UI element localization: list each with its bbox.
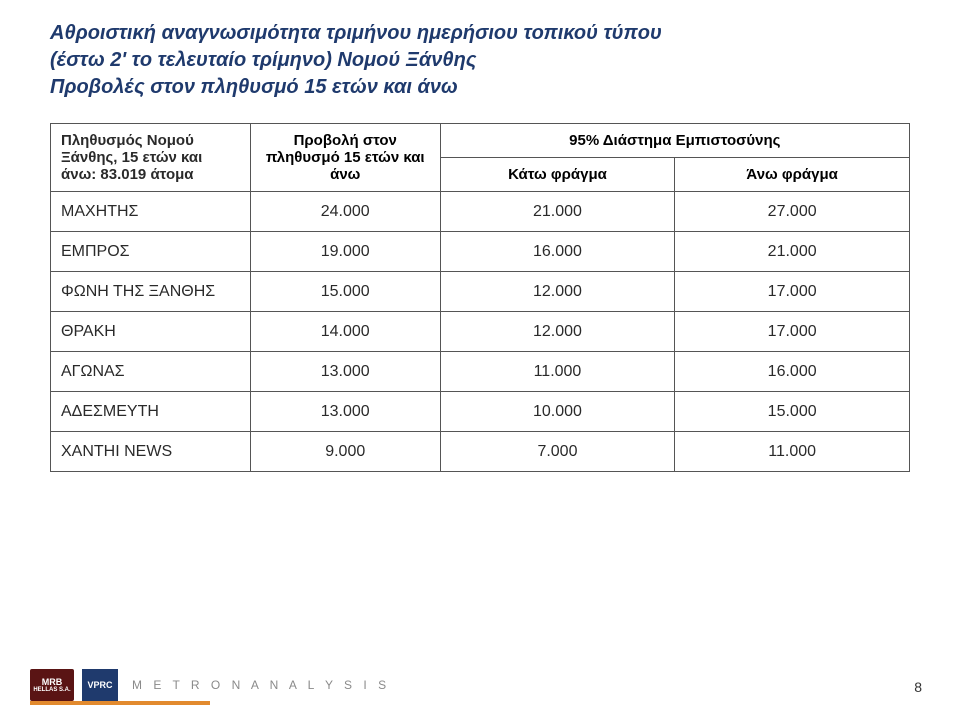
row-high: 21.000 [675,232,910,272]
footer: MRB HELLAS S.A. VPRC M E T R O N A N A L… [0,669,960,701]
row-name: ΜΑΧΗΤΗΣ [51,192,251,232]
table-row: ΑΓΩΝΑΣ 13.000 11.000 16.000 [51,352,910,392]
vprc-text: VPRC [87,680,112,690]
header-population: Πληθυσμός Νομού Ξάνθης, 15 ετών και άνω:… [51,124,251,192]
title-line1: Αθροιστική αναγνωσιμότητα τριμήνου ημερή… [50,20,910,47]
row-name: ΑΓΩΝΑΣ [51,352,251,392]
page-title: Αθροιστική αναγνωσιμότητα τριμήνου ημερή… [50,20,910,101]
footer-logos: MRB HELLAS S.A. VPRC M E T R O N A N A L… [30,669,390,701]
row-name: ΑΔΕΣΜΕΥΤΗ [51,392,251,432]
table-row: ΘΡΑΚΗ 14.000 12.000 17.000 [51,312,910,352]
table-row: ΑΔΕΣΜΕΥΤΗ 13.000 10.000 15.000 [51,392,910,432]
vprc-logo: VPRC [82,669,118,701]
orange-accent-bar [30,701,210,705]
row-name: ΕΜΠΡΟΣ [51,232,251,272]
row-low: 21.000 [440,192,675,232]
row-proj: 13.000 [250,352,440,392]
title-line2: (έστω 2' το τελευταίο τρίμηνο) Νομού Ξάν… [50,47,910,74]
table-body: ΜΑΧΗΤΗΣ 24.000 21.000 27.000 ΕΜΠΡΟΣ 19.0… [51,192,910,472]
row-high: 17.000 [675,312,910,352]
row-proj: 24.000 [250,192,440,232]
row-name: ΦΩΝΗ ΤΗΣ ΞΑΝΘΗΣ [51,272,251,312]
row-proj: 15.000 [250,272,440,312]
row-proj: 13.000 [250,392,440,432]
title-line3: Προβολές στον πληθυσμό 15 ετών και άνω [50,74,910,101]
row-low: 12.000 [440,272,675,312]
header-ci-high: Άνω φράγμα [675,158,910,192]
row-high: 15.000 [675,392,910,432]
metron-logo: M E T R O N A N A L Y S I S [132,678,390,692]
row-proj: 19.000 [250,232,440,272]
table-row: ΜΑΧΗΤΗΣ 24.000 21.000 27.000 [51,192,910,232]
table-row: ΕΜΠΡΟΣ 19.000 16.000 21.000 [51,232,910,272]
table-row: ΦΩΝΗ ΤΗΣ ΞΑΝΘΗΣ 15.000 12.000 17.000 [51,272,910,312]
row-name: ΘΡΑΚΗ [51,312,251,352]
row-proj: 14.000 [250,312,440,352]
data-table: Πληθυσμός Νομού Ξάνθης, 15 ετών και άνω:… [50,123,910,472]
table-row: XANTHI NEWS 9.000 7.000 11.000 [51,432,910,472]
row-high: 16.000 [675,352,910,392]
row-name: XANTHI NEWS [51,432,251,472]
row-low: 7.000 [440,432,675,472]
row-high: 11.000 [675,432,910,472]
row-low: 12.000 [440,312,675,352]
row-proj: 9.000 [250,432,440,472]
page-number: 8 [914,679,922,695]
mrb-logo: MRB HELLAS S.A. [30,669,74,701]
header-ci-low: Κάτω φράγμα [440,158,675,192]
mrb-text: MRB [42,677,63,687]
row-high: 27.000 [675,192,910,232]
row-low: 11.000 [440,352,675,392]
header-ci-group: 95% Διάστημα Εμπιστοσύνης [440,124,909,158]
header-projection: Προβολή στον πληθυσμό 15 ετών και άνω [250,124,440,192]
row-low: 16.000 [440,232,675,272]
row-low: 10.000 [440,392,675,432]
row-high: 17.000 [675,272,910,312]
mrb-sub: HELLAS S.A. [33,687,70,693]
